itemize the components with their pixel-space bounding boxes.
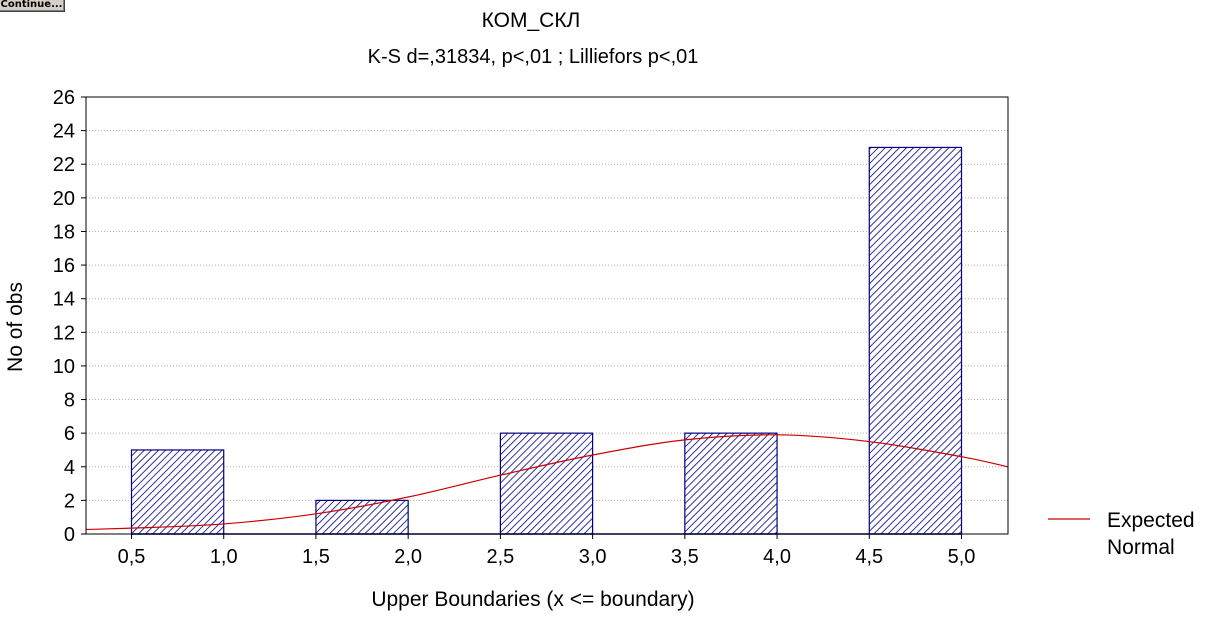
y-tick-label: 26 [53, 87, 75, 109]
x-tick-label: 4,5 [855, 546, 883, 568]
y-tick-label: 0 [64, 524, 75, 546]
y-tick-label: 12 [53, 322, 75, 344]
y-tick-label: 20 [53, 188, 75, 210]
y-tick-label: 22 [53, 154, 75, 176]
y-tick-label: 8 [64, 390, 75, 412]
legend-label-expected: Expected [1107, 509, 1195, 532]
y-tick-label: 10 [53, 356, 75, 378]
x-axis-label: Upper Boundaries (x <= boundary) [371, 588, 694, 611]
chart-title: КОМ_СКЛ [482, 9, 581, 32]
y-axis-label: No of obs [4, 282, 27, 372]
legend: Expected Normal [1048, 509, 1195, 559]
y-tick-label: 24 [53, 121, 75, 143]
y-tick-label: 14 [53, 289, 75, 311]
y-tick-label: 6 [64, 423, 75, 445]
x-tick-label: 2,0 [394, 546, 422, 568]
x-tick-label: 0,5 [118, 546, 146, 568]
bar-3 [500, 433, 592, 534]
x-tick-label: 3,0 [579, 546, 607, 568]
x-tick-label: 1,0 [210, 546, 238, 568]
x-tick-label: 1,5 [302, 546, 330, 568]
bar-4 [685, 433, 777, 534]
y-tick-label: 18 [53, 221, 75, 243]
x-tick-label: 5,0 [948, 546, 976, 568]
chart-subtitle: K-S d=,31834, p<,01 ; Lilliefors p<,01 [368, 46, 699, 68]
bar-5 [869, 147, 961, 534]
y-tick-label: 16 [53, 255, 75, 277]
bars [132, 147, 962, 534]
bar-1 [132, 450, 224, 534]
legend-label-normal: Normal [1107, 536, 1175, 559]
bar-2 [316, 500, 408, 534]
x-tick-label: 3,5 [671, 546, 699, 568]
x-tick-label: 2,5 [486, 546, 514, 568]
y-tick-label: 4 [64, 457, 75, 479]
x-tick-label: 4,0 [763, 546, 791, 568]
y-tick-label: 2 [64, 490, 75, 512]
x-axis-ticks: 0,5 1,0 1,5 2,0 2,5 3,0 3,5 4,0 4,5 5,0 [118, 534, 976, 568]
